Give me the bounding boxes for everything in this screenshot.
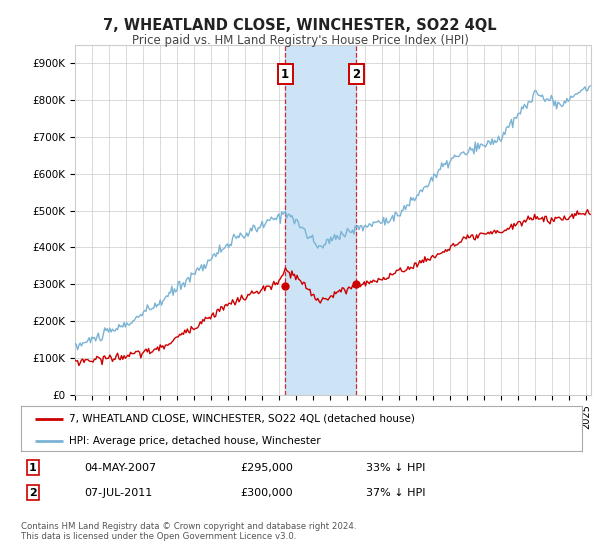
Text: 2: 2	[29, 488, 37, 498]
Text: £295,000: £295,000	[240, 463, 293, 473]
Text: £300,000: £300,000	[240, 488, 293, 498]
Text: 1: 1	[29, 463, 37, 473]
Text: 04-MAY-2007: 04-MAY-2007	[84, 463, 156, 473]
Text: HPI: Average price, detached house, Winchester: HPI: Average price, detached house, Winc…	[68, 436, 320, 446]
Text: 7, WHEATLAND CLOSE, WINCHESTER, SO22 4QL: 7, WHEATLAND CLOSE, WINCHESTER, SO22 4QL	[103, 18, 497, 33]
Text: Price paid vs. HM Land Registry's House Price Index (HPI): Price paid vs. HM Land Registry's House …	[131, 34, 469, 46]
Bar	[285, 45, 356, 395]
Text: 37% ↓ HPI: 37% ↓ HPI	[366, 488, 425, 498]
Text: 1: 1	[281, 68, 289, 81]
Text: 07-JUL-2011: 07-JUL-2011	[84, 488, 152, 498]
Text: 7, WHEATLAND CLOSE, WINCHESTER, SO22 4QL (detached house): 7, WHEATLAND CLOSE, WINCHESTER, SO22 4QL…	[68, 413, 415, 423]
Text: 2: 2	[352, 68, 360, 81]
Text: Contains HM Land Registry data © Crown copyright and database right 2024.
This d: Contains HM Land Registry data © Crown c…	[21, 522, 356, 542]
Text: 33% ↓ HPI: 33% ↓ HPI	[366, 463, 425, 473]
